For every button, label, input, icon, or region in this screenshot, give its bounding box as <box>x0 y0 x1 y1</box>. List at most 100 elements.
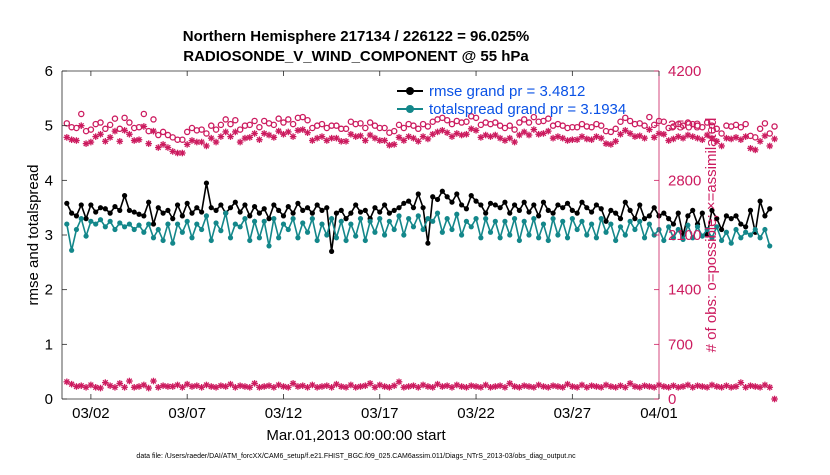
point-spread <box>680 236 686 242</box>
point-rmse <box>64 200 70 206</box>
point-possible <box>525 119 533 126</box>
asterisk-stroke <box>733 134 739 141</box>
asterisk-stroke <box>608 383 614 390</box>
point-assimilated <box>106 134 114 141</box>
point-assimilated <box>597 134 605 142</box>
asterisk-stroke <box>256 136 263 143</box>
asterisk-stroke <box>641 135 648 141</box>
point-bottom <box>265 382 273 390</box>
point-spread <box>300 220 306 226</box>
point-rmse <box>487 200 494 206</box>
asterisk-stroke <box>468 382 475 389</box>
point-bottom <box>366 380 374 387</box>
asterisk-stroke <box>299 382 306 389</box>
asterisk-stroke <box>449 384 455 391</box>
point-possible <box>400 124 408 132</box>
asterisk-stroke <box>497 135 503 141</box>
asterisk-stroke <box>429 131 436 138</box>
asterisk-stroke <box>131 137 138 144</box>
point-assimilated <box>482 131 489 139</box>
point-assimilated <box>492 131 499 139</box>
point-bottom <box>362 382 369 390</box>
point-bottom <box>256 383 263 391</box>
asterisk-stroke <box>463 131 470 138</box>
point-rmse <box>107 210 113 216</box>
point-bottom <box>573 383 581 391</box>
point-possible <box>492 119 499 126</box>
point-possible <box>573 123 581 131</box>
point-rmse <box>232 199 238 205</box>
point-assimilated <box>309 137 316 144</box>
asterisk-stroke <box>771 136 778 142</box>
point-rmse <box>622 199 628 205</box>
point-spread <box>569 216 575 222</box>
asterisk-stroke <box>78 122 85 129</box>
point-assimilated <box>516 131 523 139</box>
asterisk-stroke <box>372 135 378 141</box>
point-bottom <box>414 383 422 391</box>
asterisk-stroke <box>107 134 113 141</box>
asterisk-stroke <box>319 133 325 140</box>
asterisk-stroke <box>319 383 325 390</box>
asterisk-stroke <box>92 384 99 391</box>
point-rmse <box>97 205 104 211</box>
asterisk-stroke <box>160 382 166 389</box>
asterisk-stroke <box>521 382 528 389</box>
point-spread <box>194 221 200 227</box>
point-possible <box>742 120 749 128</box>
point-bottom <box>660 383 668 390</box>
point-spread <box>661 237 667 244</box>
point-possible <box>140 110 148 118</box>
point-rmse <box>463 206 470 212</box>
asterisk-stroke <box>478 384 484 391</box>
point-rmse <box>304 205 311 211</box>
point-spread <box>762 226 768 233</box>
asterisk-stroke <box>328 135 335 141</box>
point-bottom <box>467 382 475 390</box>
asterisk-stroke <box>583 136 590 142</box>
point-spread <box>617 224 624 230</box>
asterisk-stroke <box>627 130 633 137</box>
asterisk-stroke <box>155 144 162 151</box>
point-bottom <box>424 383 432 390</box>
point-spread <box>757 235 763 241</box>
point-possible <box>246 121 254 129</box>
point-assimilated <box>328 134 335 142</box>
point-assimilated <box>318 133 326 140</box>
asterisk-stroke <box>266 382 272 389</box>
point-bottom <box>443 382 451 390</box>
point-rmse <box>338 207 344 213</box>
point-assimilated <box>607 141 615 148</box>
point-bottom <box>232 383 239 391</box>
point-rmse <box>184 200 190 206</box>
point-rmse <box>280 213 287 219</box>
point-rmse <box>757 198 763 204</box>
point-assimilated <box>270 134 278 141</box>
asterisk-stroke <box>733 383 739 390</box>
asterisk-stroke <box>63 378 70 385</box>
point-assimilated <box>111 127 119 135</box>
point-possible <box>106 121 114 129</box>
point-spread <box>420 226 426 233</box>
asterisk-stroke <box>482 382 489 388</box>
point-spread <box>588 221 595 227</box>
point-possible <box>78 110 85 118</box>
asterisk-stroke <box>420 382 426 388</box>
point-spread <box>560 218 566 224</box>
asterisk-stroke <box>574 136 580 143</box>
point-rmse <box>170 216 176 222</box>
point-assimilated <box>92 133 100 140</box>
asterisk-stroke <box>328 384 335 391</box>
point-possible <box>333 122 340 129</box>
asterisk-stroke <box>603 140 609 147</box>
point-spread <box>747 232 754 238</box>
point-spread <box>531 216 537 222</box>
asterisk-stroke <box>598 384 605 391</box>
point-spread <box>463 218 470 224</box>
point-assimilated <box>742 133 749 140</box>
asterisk-stroke <box>766 384 773 391</box>
point-spread <box>718 237 725 244</box>
asterisk-stroke <box>670 136 677 142</box>
point-assimilated <box>222 128 229 136</box>
point-assimilated <box>203 142 210 150</box>
